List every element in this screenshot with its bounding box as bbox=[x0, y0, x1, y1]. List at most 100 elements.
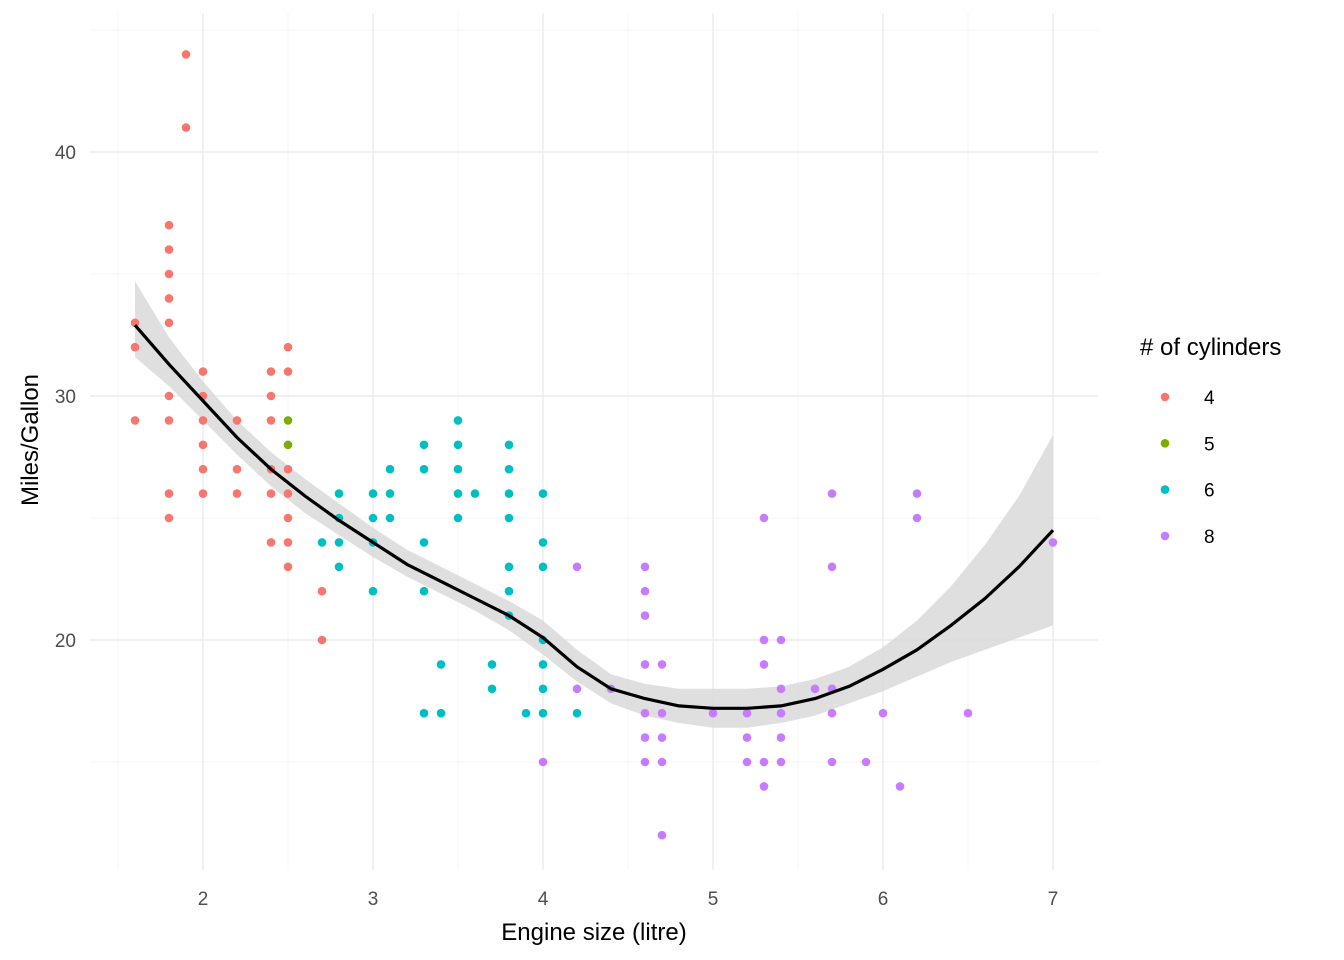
data-point-cyl-4 bbox=[130, 342, 140, 352]
x-tick-label: 4 bbox=[538, 889, 549, 910]
data-point-cyl-4 bbox=[283, 342, 293, 352]
data-point-cyl-4 bbox=[283, 513, 293, 523]
data-point-cyl-6 bbox=[504, 562, 514, 572]
data-point-cyl-6 bbox=[419, 708, 429, 718]
data-point-cyl-8 bbox=[776, 684, 786, 694]
data-point-cyl-6 bbox=[419, 586, 429, 596]
data-point-cyl-8 bbox=[827, 562, 837, 572]
data-point-cyl-6 bbox=[453, 513, 463, 523]
data-point-cyl-6 bbox=[487, 660, 497, 669]
legend-label-5: 5 bbox=[1204, 434, 1215, 455]
data-point-cyl-8 bbox=[708, 708, 718, 718]
legend-entries: 4 5 6 8 bbox=[1160, 388, 1215, 548]
y-tick-label: 30 bbox=[55, 387, 76, 408]
legend-label-8: 8 bbox=[1204, 527, 1215, 548]
legend-title: # of cylinders bbox=[1140, 334, 1281, 361]
data-point-cyl-6 bbox=[470, 489, 480, 498]
data-point-cyl-4 bbox=[164, 294, 174, 303]
data-point-cyl-4 bbox=[198, 367, 208, 376]
data-point-cyl-4 bbox=[232, 464, 242, 474]
data-point-cyl-6 bbox=[453, 416, 463, 425]
x-tick-label: 5 bbox=[708, 889, 719, 910]
data-point-cyl-6 bbox=[419, 538, 429, 547]
data-point-cyl-8 bbox=[759, 513, 769, 523]
data-point-cyl-6 bbox=[453, 464, 463, 474]
y-axis-title: Miles/Gallon bbox=[17, 374, 44, 506]
data-point-cyl-4 bbox=[266, 489, 276, 498]
data-point-cyl-8 bbox=[657, 757, 667, 767]
data-point-cyl-8 bbox=[878, 708, 888, 718]
data-point-cyl-8 bbox=[640, 660, 650, 669]
data-point-cyl-8 bbox=[640, 708, 650, 718]
x-tick-label: 2 bbox=[198, 889, 209, 910]
data-point-cyl-8 bbox=[640, 757, 650, 767]
data-point-cyl-4 bbox=[283, 489, 293, 498]
data-point-cyl-4 bbox=[164, 269, 174, 279]
data-point-cyl-8 bbox=[776, 635, 786, 645]
data-point-cyl-4 bbox=[283, 367, 293, 376]
data-point-cyl-8 bbox=[572, 562, 582, 572]
legend-item-6: 6 bbox=[1160, 481, 1215, 502]
data-point-cyl-4 bbox=[266, 367, 276, 376]
data-point-cyl-8 bbox=[742, 733, 752, 742]
legend-label-4: 4 bbox=[1204, 388, 1215, 409]
data-point-cyl-8 bbox=[912, 489, 922, 498]
data-point-cyl-8 bbox=[1048, 538, 1058, 547]
data-point-cyl-6 bbox=[385, 489, 395, 498]
legend-key-6 bbox=[1160, 485, 1170, 494]
data-points bbox=[130, 50, 1058, 840]
legend-key-8 bbox=[1160, 531, 1170, 541]
data-point-cyl-6 bbox=[436, 660, 446, 669]
y-axis-ticks: 20 30 40 bbox=[55, 143, 76, 652]
data-point-cyl-8 bbox=[963, 708, 973, 718]
data-point-cyl-4 bbox=[283, 562, 293, 572]
data-point-cyl-8 bbox=[827, 757, 837, 767]
data-point-cyl-6 bbox=[572, 708, 582, 718]
data-point-cyl-6 bbox=[368, 489, 378, 498]
data-point-cyl-4 bbox=[283, 538, 293, 547]
data-point-cyl-4 bbox=[164, 220, 174, 230]
y-tick-label: 20 bbox=[55, 631, 76, 652]
data-point-cyl-6 bbox=[419, 464, 429, 474]
data-point-cyl-4 bbox=[164, 489, 174, 498]
data-point-cyl-4 bbox=[317, 586, 327, 596]
data-point-cyl-4 bbox=[164, 245, 174, 254]
data-point-cyl-6 bbox=[538, 562, 548, 572]
data-point-cyl-6 bbox=[453, 440, 463, 450]
legend: # of cylinders 4 5 6 8 bbox=[1140, 334, 1281, 548]
data-point-cyl-4 bbox=[181, 123, 191, 132]
data-point-cyl-8 bbox=[759, 782, 769, 791]
data-point-cyl-6 bbox=[317, 538, 327, 547]
data-point-cyl-6 bbox=[334, 562, 344, 572]
data-point-cyl-6 bbox=[385, 464, 395, 474]
data-point-cyl-6 bbox=[368, 586, 378, 596]
data-point-cyl-8 bbox=[640, 586, 650, 596]
data-point-cyl-6 bbox=[419, 440, 429, 450]
data-point-cyl-4 bbox=[164, 318, 174, 328]
legend-item-5: 5 bbox=[1160, 434, 1215, 455]
smooth-trend-line bbox=[133, 324, 1055, 710]
data-point-cyl-6 bbox=[538, 489, 548, 498]
data-point-cyl-6 bbox=[504, 440, 514, 450]
data-point-cyl-4 bbox=[317, 635, 327, 645]
data-point-cyl-8 bbox=[759, 660, 769, 669]
confidence-band bbox=[135, 281, 1053, 728]
x-tick-label: 7 bbox=[1048, 889, 1059, 910]
data-point-cyl-8 bbox=[572, 684, 582, 694]
data-point-cyl-4 bbox=[198, 440, 208, 450]
data-point-cyl-5 bbox=[283, 416, 293, 425]
data-point-cyl-4 bbox=[164, 391, 174, 401]
data-point-cyl-8 bbox=[657, 830, 667, 840]
data-point-cyl-8 bbox=[810, 684, 820, 694]
data-point-cyl-8 bbox=[776, 733, 786, 742]
data-point-cyl-8 bbox=[912, 513, 922, 523]
data-point-cyl-6 bbox=[521, 708, 531, 718]
data-point-cyl-4 bbox=[266, 538, 276, 547]
data-point-cyl-4 bbox=[232, 416, 242, 425]
legend-item-8: 8 bbox=[1160, 527, 1215, 548]
data-point-cyl-6 bbox=[538, 538, 548, 547]
data-point-cyl-8 bbox=[895, 782, 905, 791]
data-point-cyl-8 bbox=[861, 757, 871, 767]
data-point-cyl-4 bbox=[266, 391, 276, 401]
x-tick-label: 3 bbox=[368, 889, 379, 910]
